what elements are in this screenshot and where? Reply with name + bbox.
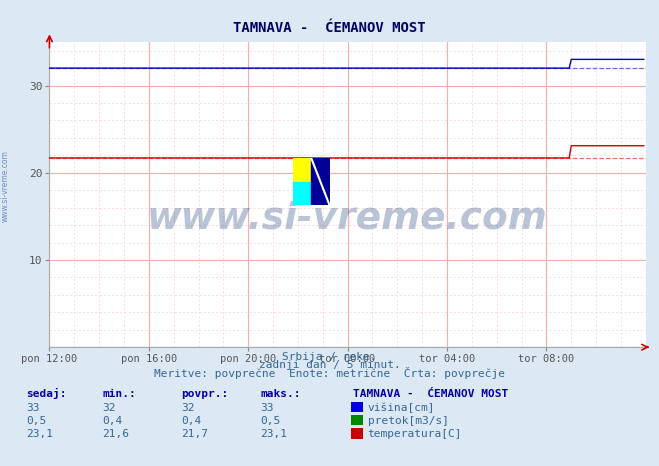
Text: TAMNAVA -  ĆEMANOV MOST: TAMNAVA - ĆEMANOV MOST <box>233 21 426 35</box>
Text: maks.:: maks.: <box>260 389 301 399</box>
Text: 0,4: 0,4 <box>102 416 123 426</box>
Text: sedaj:: sedaj: <box>26 388 67 399</box>
Text: 21,6: 21,6 <box>102 429 129 439</box>
Text: pretok[m3/s]: pretok[m3/s] <box>368 416 449 426</box>
Text: TAMNAVA -  ĆEMANOV MOST: TAMNAVA - ĆEMANOV MOST <box>353 389 508 399</box>
Polygon shape <box>312 158 330 205</box>
Text: 32: 32 <box>102 403 115 413</box>
Text: 0,5: 0,5 <box>260 416 281 426</box>
Text: 0,4: 0,4 <box>181 416 202 426</box>
Text: Meritve: povprečne  Enote: metrične  Črta: povprečje: Meritve: povprečne Enote: metrične Črta:… <box>154 367 505 378</box>
Text: www.si-vreme.com: www.si-vreme.com <box>147 201 548 237</box>
Text: višina[cm]: višina[cm] <box>368 403 435 413</box>
Text: 23,1: 23,1 <box>26 429 53 439</box>
Text: zadnji dan / 5 minut.: zadnji dan / 5 minut. <box>258 360 401 370</box>
Text: www.si-vreme.com: www.si-vreme.com <box>1 151 10 222</box>
Text: 23,1: 23,1 <box>260 429 287 439</box>
Text: 0,5: 0,5 <box>26 416 47 426</box>
Text: temperatura[C]: temperatura[C] <box>368 429 462 439</box>
Polygon shape <box>293 182 312 205</box>
Text: povpr.:: povpr.: <box>181 389 229 399</box>
Text: 32: 32 <box>181 403 194 413</box>
Polygon shape <box>293 158 312 182</box>
Text: Srbija / reke.: Srbija / reke. <box>282 352 377 362</box>
Text: 33: 33 <box>260 403 273 413</box>
Text: min.:: min.: <box>102 389 136 399</box>
Text: 21,7: 21,7 <box>181 429 208 439</box>
Text: 33: 33 <box>26 403 40 413</box>
